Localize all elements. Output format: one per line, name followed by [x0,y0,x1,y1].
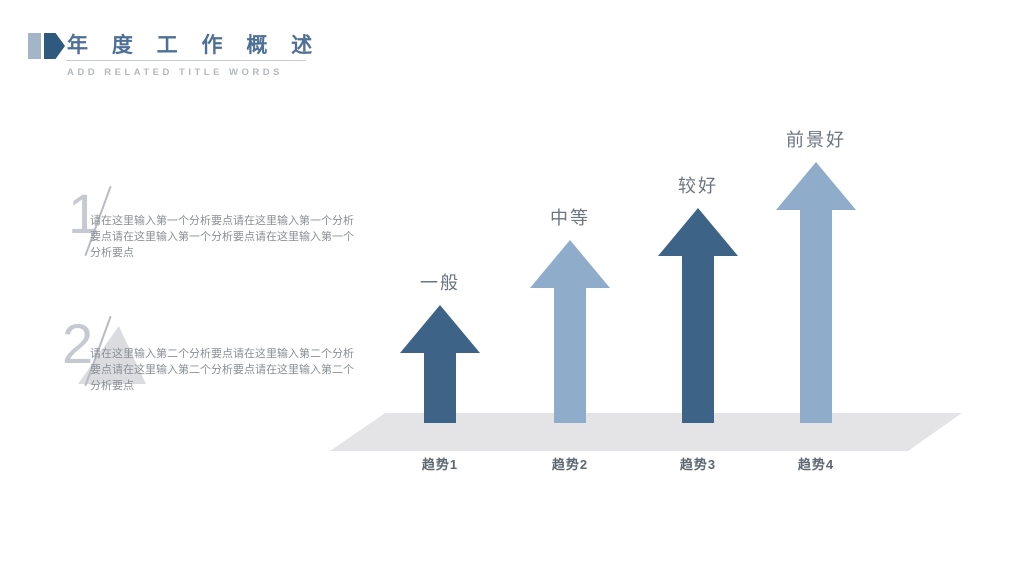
trend-2-value-label: 中等 [550,208,590,228]
trend-4-value-label: 前景好 [786,130,846,150]
trend-1-arrow-icon [400,305,480,423]
trend-3-category-label: 趋势3 [679,457,717,472]
arrow-stem [424,353,456,423]
arrow-head-icon [400,305,480,353]
trend-2-arrow-icon [530,240,610,423]
trend-column-3: 较好 [623,172,773,423]
title-arrow-icon [44,33,65,59]
trend-column-1: 一般 [365,269,515,423]
point-2-number: 2 [62,312,94,375]
arrow-head-icon [530,240,610,288]
trend-arrow-chart: 一般 中等 较好 前景好 趋势1 趋势2 趋势3 趋势4 [330,118,990,490]
trend-1-value-label: 一般 [420,273,460,293]
arrow-stem [554,288,586,423]
page-title: 年 度 工 作 概 述 [67,34,322,57]
page-subtitle: ADD RELATED TITLE WORDS [67,67,283,78]
trend-4-arrow-icon [776,162,856,423]
title-accent-bar-icon [28,33,41,59]
arrow-head-icon [658,208,738,256]
trend-column-2: 中等 [495,204,645,423]
trend-2-category-label: 趋势2 [551,457,589,472]
arrow-head-icon [776,162,856,210]
trend-3-value-label: 较好 [678,176,718,196]
trend-4-category-label: 趋势4 [797,457,835,472]
title-underline [66,60,306,61]
arrow-stem [800,210,832,423]
trend-column-4: 前景好 [741,126,891,423]
trend-1-category-label: 趋势1 [421,457,459,472]
point-2-text: 请在这里输入第二个分析要点请在这里输入第二个分析要点请在这里输入第二个分析要点请… [90,348,354,392]
point-1-text: 请在这里输入第一个分析要点请在这里输入第一个分析要点请在这里输入第一个分析要点请… [90,215,354,259]
trend-3-arrow-icon [658,208,738,423]
arrow-stem [682,256,714,423]
